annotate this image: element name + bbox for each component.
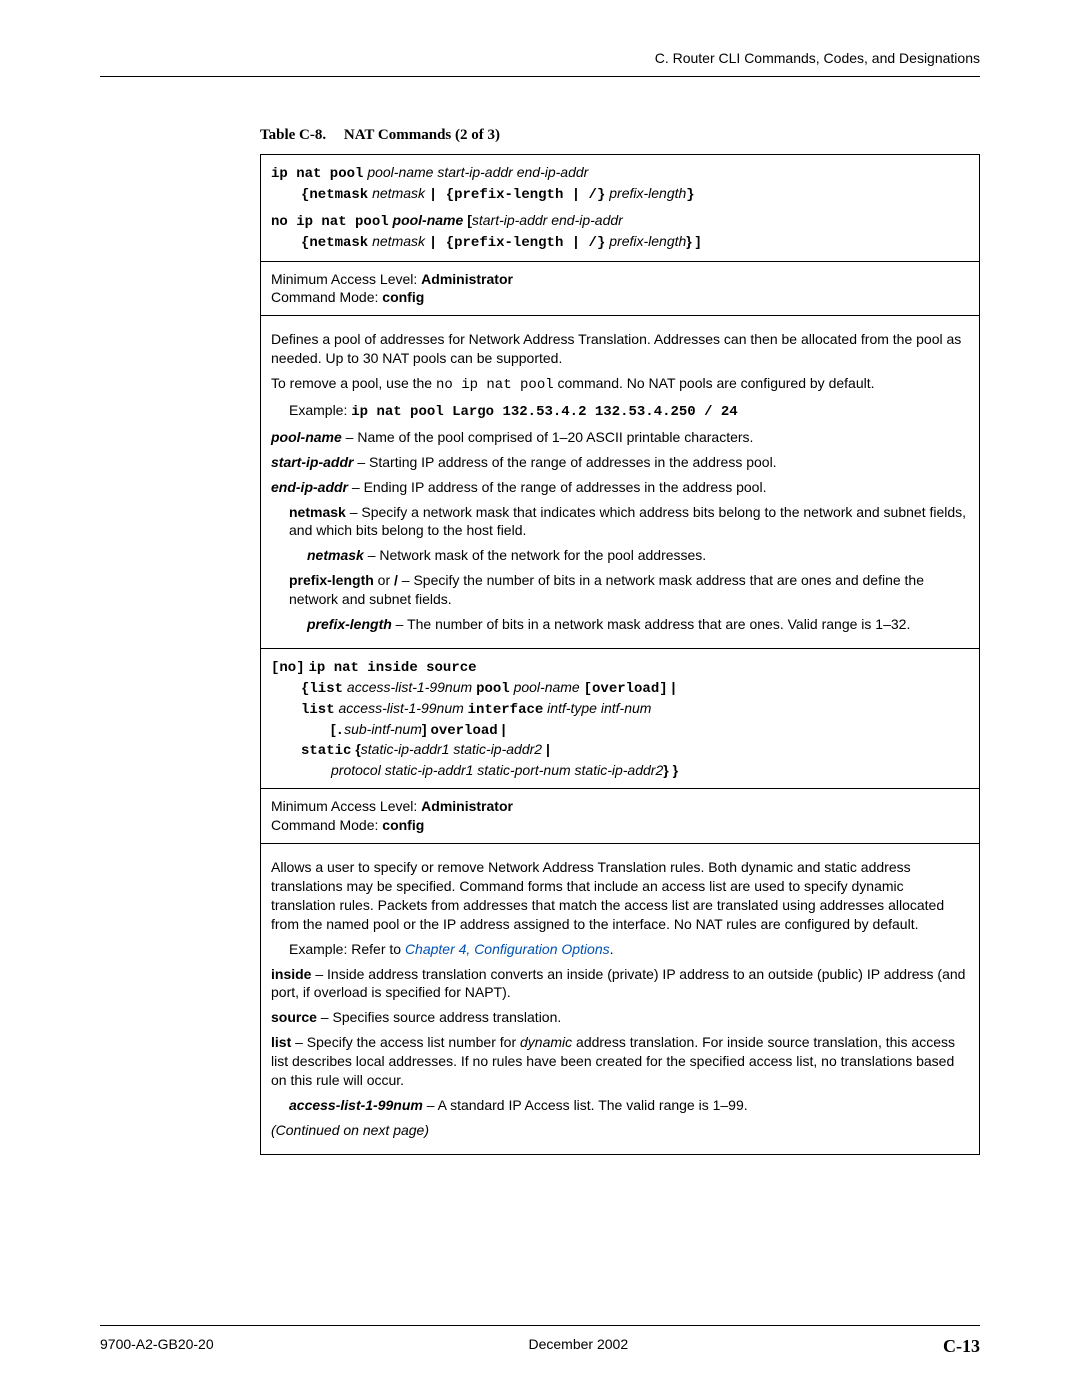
access-level-1: Minimum Access Level: Administrator Comm… — [261, 261, 980, 316]
arg-access-list2: access-list-1-99num — [339, 700, 464, 716]
content-area: Table C-8. NAT Commands (2 of 3) ip nat … — [260, 127, 980, 1155]
example-ref: Example: Refer to Chapter 4, Configurati… — [289, 940, 969, 959]
nat-commands-table: ip nat pool pool-name start-ip-addr end-… — [260, 154, 980, 1155]
param-prefix-val: prefix-length – The number of bits in a … — [307, 615, 969, 634]
param-access-list-num: access-list-1-99num – A standard IP Acce… — [289, 1096, 969, 1115]
kw-no-bracket: [no] — [271, 660, 305, 676]
param-list: list – Specify the access list number fo… — [271, 1033, 969, 1090]
cmd-mode-value2: config — [382, 817, 424, 833]
param-pool-name: pool-name – Name of the pool comprised o… — [271, 428, 969, 447]
arg-access-list: access-list-1-99num — [347, 679, 472, 695]
kw-overload2: overload — [430, 723, 497, 739]
page-footer: 9700-A2-GB20-20 December 2002 C-13 — [100, 1325, 980, 1357]
param-netmask-opt: netmask – Specify a network mask that in… — [289, 503, 969, 541]
kw-netmask: {netmask — [301, 187, 368, 203]
footer-rule — [100, 1325, 980, 1326]
link-chapter4[interactable]: Chapter 4, Configuration Options — [405, 941, 610, 957]
page-header: C. Router CLI Commands, Codes, and Desig… — [100, 50, 980, 66]
table-number: Table C-8. — [260, 127, 326, 143]
arg-prefix-length: prefix-length — [609, 185, 686, 201]
kw-overload-br: [overload] — [584, 681, 668, 697]
arg-prefix-length2: prefix-length — [609, 233, 686, 249]
pipe1: | — [672, 679, 676, 695]
pipe3: | — [546, 741, 550, 757]
args-pool: pool-name start-ip-addr end-ip-addr — [367, 164, 588, 180]
footer-page-number: C-13 — [943, 1336, 980, 1357]
cmd-mode-value: config — [382, 289, 424, 305]
kw-list2: list — [301, 702, 335, 718]
table-title: NAT Commands (2 of 3) — [344, 127, 500, 143]
pipe2: | — [502, 721, 506, 737]
arg-netmask2: netmask — [372, 233, 425, 249]
header-title: C. Router CLI Commands, Codes, and Desig… — [655, 50, 980, 66]
kw-ip-nat-inside-source: ip nat inside source — [309, 660, 477, 676]
header-rule — [100, 76, 980, 77]
brace-close-end: } } — [663, 762, 678, 778]
param-prefix-opt: prefix-length or / – Specify the number … — [289, 571, 969, 609]
arg-intf: intf-type intf-num — [547, 700, 651, 716]
kw-pool: pool — [476, 681, 510, 697]
example-code: ip nat pool Largo 132.53.4.2 132.53.4.25… — [351, 404, 737, 420]
arg-protocol: protocol static-ip-addr1 static-port-num… — [331, 762, 663, 778]
cmd-mode-label2: Command Mode: — [271, 817, 382, 833]
desc-ip-nat-inside: Allows a user to specify or remove Netwo… — [261, 844, 980, 1155]
kw-netmask2: {netmask — [301, 235, 368, 251]
param-netmask-val: netmask – Network mask of the network fo… — [307, 546, 969, 565]
kw-no-ip-nat-pool: no ip nat pool — [271, 214, 389, 230]
continued-note: (Continued on next page) — [271, 1121, 969, 1140]
table-caption: Table C-8. NAT Commands (2 of 3) — [260, 127, 980, 144]
cmd-mode-label: Command Mode: — [271, 289, 382, 305]
min-access-label: Minimum Access Level: — [271, 271, 421, 287]
p-remove-pool: To remove a pool, use the no ip nat pool… — [271, 374, 969, 395]
example-ip-nat-pool: Example: ip nat pool Largo 132.53.4.2 13… — [289, 401, 969, 422]
access-level-2: Minimum Access Level: Administrator Comm… — [261, 789, 980, 844]
arg-sub-intf: sub-intf-num — [344, 721, 422, 737]
p-nat-rules: Allows a user to specify or remove Netwo… — [271, 858, 969, 934]
min-access-label2: Minimum Access Level: — [271, 798, 421, 814]
kw-prefix2: | {prefix-length | /} — [429, 235, 605, 251]
footer-docnum: 9700-A2-GB20-20 — [100, 1336, 214, 1357]
brace-close1: } — [686, 187, 694, 203]
min-access-value: Administrator — [421, 271, 513, 287]
page: C. Router CLI Commands, Codes, and Desig… — [0, 0, 1080, 1397]
kw-ip-nat-pool: ip nat pool — [271, 166, 363, 182]
param-end-ip: end-ip-addr – Ending IP address of the r… — [271, 478, 969, 497]
kw-static: static — [301, 743, 351, 759]
brace-close2: } ] — [686, 233, 700, 249]
arg-netmask: netmask — [372, 185, 425, 201]
kw-interface: interface — [468, 702, 544, 718]
param-source: source – Specifies source address transl… — [271, 1008, 969, 1027]
p-define-pool: Defines a pool of addresses for Network … — [271, 330, 969, 368]
dot: . — [336, 723, 344, 739]
arg-pool-name2: pool-name — [514, 679, 580, 695]
desc-ip-nat-pool: Defines a pool of addresses for Network … — [261, 316, 980, 649]
syntax-ip-nat-pool: ip nat pool pool-name start-ip-addr end-… — [261, 155, 980, 262]
kw-list: {list — [301, 681, 343, 697]
min-access-value2: Administrator — [421, 798, 513, 814]
syntax-ip-nat-inside: [no] ip nat inside source {list access-l… — [261, 648, 980, 788]
arg-pool-name-b: pool-name — [393, 212, 464, 228]
arg-static-ips: static-ip-addr1 static-ip-addr2 — [361, 741, 542, 757]
args-no-pool: start-ip-addr end-ip-addr — [472, 212, 623, 228]
br-close: ] — [422, 721, 427, 737]
param-start-ip: start-ip-addr – Starting IP address of t… — [271, 453, 969, 472]
kw-no-ip-nat-pool-inline: no ip nat pool — [436, 377, 554, 393]
kw-prefix: | {prefix-length | /} — [429, 187, 605, 203]
param-inside: inside – Inside address translation conv… — [271, 965, 969, 1003]
footer-date: December 2002 — [529, 1336, 629, 1357]
